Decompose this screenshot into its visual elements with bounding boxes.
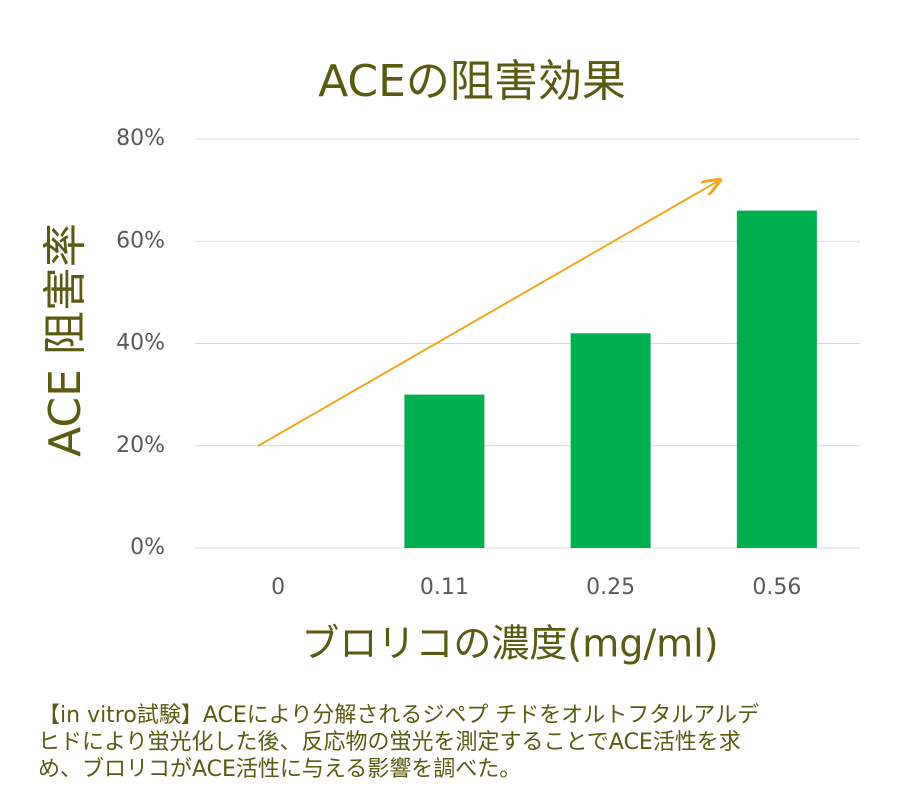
chart-title: ACEの阻害効果: [318, 56, 626, 107]
x-tick-label: 0.56: [752, 575, 801, 600]
caption-line: 【in vitro試験】ACEにより分解されるジペプ チドをオルトフタルアルデ: [38, 703, 759, 728]
x-axis-label: ブロリコの濃度(mg/ml): [301, 622, 718, 666]
trend-arrow: [257, 180, 720, 447]
y-tick-label: 0%: [130, 535, 165, 560]
y-tick-label: 60%: [116, 228, 165, 253]
x-tick-label: 0.11: [420, 575, 469, 600]
caption-line: め、ブロリコがACE活性に与える影響を調べた。: [38, 757, 521, 782]
caption-line: ヒドにより蛍光化した後、反応物の蛍光を測定することでACE活性を求: [38, 730, 741, 755]
x-tick-label: 0.25: [586, 575, 635, 600]
y-axis-label: ACE 阻害率: [40, 223, 91, 457]
caption: 【in vitro試験】ACEにより分解されるジペプ チドをオルトフタルアルデヒ…: [38, 703, 759, 782]
y-tick-label: 80%: [116, 126, 165, 151]
y-tick-label: 40%: [116, 331, 165, 356]
bar: [570, 333, 651, 548]
bar: [404, 394, 485, 548]
y-tick-label: 20%: [116, 433, 165, 458]
bar: [736, 210, 817, 548]
plot-area: 0% 20% 40% 60% 80% 0 0.11 0.25 0.56: [116, 126, 860, 600]
x-tick-label: 0: [271, 575, 285, 600]
